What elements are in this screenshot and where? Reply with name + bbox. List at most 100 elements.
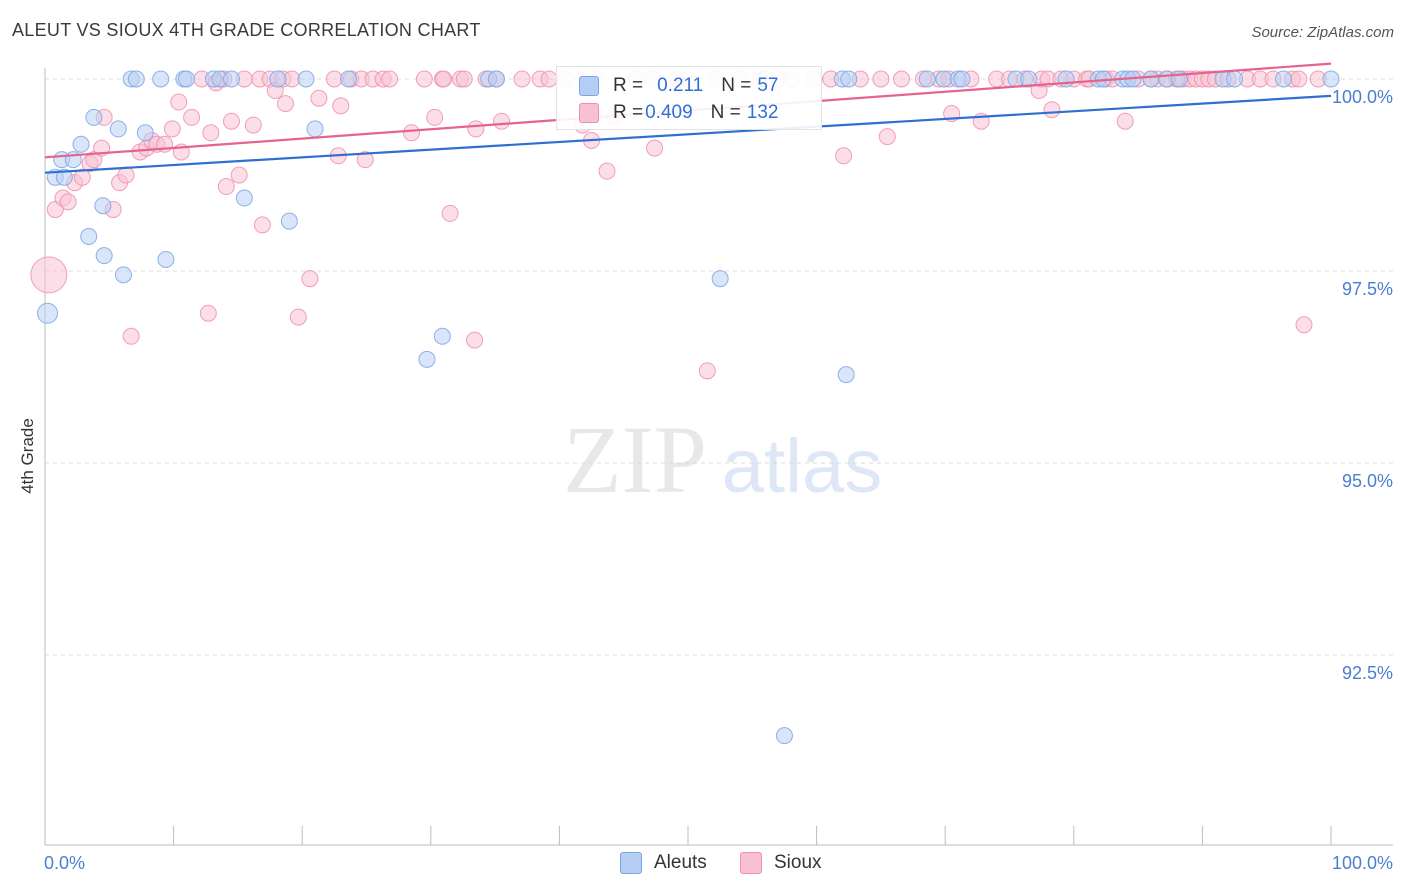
aleuts-point bbox=[177, 70, 195, 88]
axes bbox=[44, 68, 1393, 846]
sioux-point bbox=[122, 327, 140, 345]
y-tick-label: 92.5% bbox=[1342, 663, 1393, 683]
aleuts-point bbox=[269, 70, 287, 88]
aleuts-point bbox=[837, 366, 855, 384]
sioux-point bbox=[59, 193, 77, 211]
x-tick-label: 100.0% bbox=[1332, 853, 1393, 873]
n-value: 57 bbox=[757, 75, 779, 96]
sioux-legend-label: Sioux bbox=[774, 852, 822, 873]
legend-item-sioux[interactable]: Sioux bbox=[740, 852, 822, 874]
sioux-point bbox=[381, 70, 399, 88]
sioux-point bbox=[540, 70, 558, 88]
sioux-point bbox=[289, 308, 307, 326]
sioux-point bbox=[117, 166, 135, 184]
r-value: 0.211 bbox=[657, 75, 704, 96]
sioux-point bbox=[435, 70, 453, 88]
tick-labels: 100.0% 97.5% 95.0% 92.5% 0.0% 100.0% bbox=[44, 87, 1393, 873]
aleuts-point bbox=[55, 168, 73, 186]
aleuts-point bbox=[1020, 70, 1038, 88]
sioux-point bbox=[467, 120, 485, 138]
aleuts-point bbox=[80, 227, 98, 245]
y-tick-label: 100.0% bbox=[1332, 87, 1393, 107]
sioux-point bbox=[244, 116, 262, 134]
r-label: R = bbox=[613, 75, 644, 96]
r-label: R = bbox=[613, 102, 644, 123]
sioux-point bbox=[835, 147, 853, 165]
aleuts-trend-line bbox=[44, 94, 1332, 174]
aleuts-point bbox=[127, 70, 145, 88]
source-credit: Source: ZipAtlas.com bbox=[1251, 24, 1394, 41]
aleuts-point bbox=[1322, 70, 1340, 88]
sioux-point bbox=[1116, 112, 1134, 130]
aleuts-points bbox=[37, 70, 1340, 745]
watermark-zip: ZIP bbox=[563, 406, 707, 513]
sioux-point bbox=[283, 70, 301, 88]
y-tick-label: 97.5% bbox=[1342, 279, 1393, 299]
sioux-point bbox=[415, 70, 433, 88]
aleuts-legend-swatch bbox=[620, 852, 642, 874]
sioux-point bbox=[892, 70, 910, 88]
aleuts-point bbox=[953, 70, 971, 88]
aleuts-point bbox=[222, 70, 240, 88]
legend-row-sioux: R = 0.409 N = 132 bbox=[579, 101, 778, 125]
chart-title: ALEUT VS SIOUX 4TH GRADE CORRELATION CHA… bbox=[12, 20, 481, 40]
aleuts-point bbox=[37, 302, 59, 324]
grid-lines bbox=[45, 78, 1393, 656]
aleuts-point bbox=[1057, 70, 1075, 88]
sioux-point bbox=[1290, 70, 1308, 88]
sioux-point bbox=[466, 331, 484, 349]
sioux-point bbox=[1295, 316, 1313, 334]
aleuts-point bbox=[339, 70, 357, 88]
sioux-point bbox=[598, 162, 616, 180]
sioux-legend-swatch bbox=[740, 852, 762, 874]
sioux-point bbox=[183, 108, 201, 126]
sioux-point bbox=[332, 97, 350, 115]
aleuts-point bbox=[775, 727, 793, 745]
sioux-point bbox=[276, 95, 294, 113]
legend-row-aleuts: R = 0.211 N = 57 bbox=[579, 74, 779, 98]
correlation-legend: R = 0.211 N = 57 R = 0.409 N = 132 bbox=[556, 66, 822, 130]
sioux-point bbox=[698, 362, 716, 380]
n-label: N = bbox=[710, 102, 741, 123]
aleuts-point bbox=[95, 247, 113, 265]
aleuts-point bbox=[94, 197, 112, 215]
sioux-point bbox=[222, 112, 240, 130]
watermark-atlas: atlas bbox=[722, 424, 883, 509]
aleuts-point bbox=[487, 70, 505, 88]
sioux-point bbox=[73, 168, 91, 186]
sioux-point bbox=[163, 120, 181, 138]
aleuts-point bbox=[72, 135, 90, 153]
aleuts-swatch bbox=[579, 76, 599, 96]
legend-item-aleuts[interactable]: Aleuts bbox=[620, 852, 707, 874]
sioux-point bbox=[230, 166, 248, 184]
sioux-point bbox=[1043, 101, 1061, 119]
sioux-point bbox=[301, 270, 319, 288]
aleuts-point bbox=[235, 189, 253, 207]
y-tick-label: 95.0% bbox=[1342, 471, 1393, 491]
aleuts-point bbox=[152, 70, 170, 88]
sioux-point bbox=[878, 128, 896, 146]
aleuts-point bbox=[136, 124, 154, 142]
aleuts-point bbox=[114, 266, 132, 284]
sioux-point bbox=[30, 256, 68, 294]
n-value: 132 bbox=[746, 102, 779, 123]
aleuts-point bbox=[85, 108, 103, 126]
r-value: 0.409 bbox=[645, 102, 693, 123]
sioux-point bbox=[646, 139, 664, 157]
sioux-point bbox=[356, 151, 374, 169]
aleuts-point bbox=[1274, 70, 1292, 88]
aleuts-legend-label: Aleuts bbox=[654, 852, 707, 873]
series-legend: Aleuts Sioux bbox=[0, 852, 1406, 878]
x-tick-label: 0.0% bbox=[44, 853, 85, 873]
sioux-point bbox=[325, 70, 343, 88]
n-label: N = bbox=[721, 75, 752, 96]
sioux-point bbox=[310, 89, 328, 107]
aleuts-point bbox=[840, 70, 858, 88]
sioux-point bbox=[199, 304, 217, 322]
aleuts-point bbox=[1142, 70, 1160, 88]
sioux-point bbox=[202, 124, 220, 142]
sioux-point bbox=[217, 178, 235, 196]
sioux-point bbox=[513, 70, 531, 88]
aleuts-point bbox=[297, 70, 315, 88]
